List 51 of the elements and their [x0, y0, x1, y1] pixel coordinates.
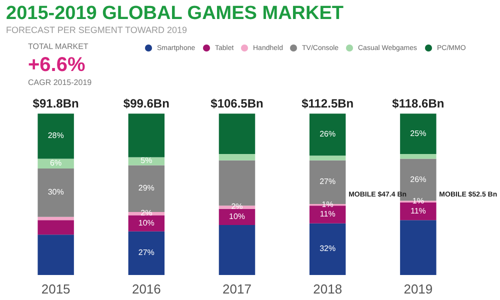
data-label: 5% [140, 156, 152, 166]
bar [38, 168, 74, 217]
bar [128, 114, 165, 158]
bar [218, 154, 256, 160]
x-tick-label: 2019 [404, 282, 433, 296]
x-tick-label: 2017 [222, 282, 252, 296]
data-label: 30% [48, 188, 64, 197]
chart-subtitle: FORECAST PER SEGMENT TOWARD 2019 [6, 25, 188, 35]
bar [400, 154, 436, 159]
bar [38, 234, 74, 275]
bar [218, 224, 256, 275]
data-label: 10% [228, 212, 246, 221]
data-label: 27% [138, 248, 154, 258]
data-label: 11% [320, 209, 336, 218]
bar [309, 114, 346, 156]
text: +6.6% [28, 54, 86, 76]
annotation: $99.6Bn [123, 96, 170, 111]
bar [400, 220, 436, 275]
data-label: 25% [410, 128, 426, 138]
data-label: 11% [410, 206, 426, 216]
bar [218, 114, 256, 154]
bar [38, 114, 74, 159]
data-label: 32% [320, 244, 336, 254]
x-tick-label: 2018 [313, 282, 342, 296]
bar [309, 206, 346, 224]
annotation: $91.8Bn [32, 96, 79, 111]
x-tick-label: 2015 [41, 282, 70, 296]
text: CAGR 2015-2019 [28, 78, 92, 87]
bar [400, 114, 436, 154]
annotation: $112.5Bn [302, 96, 354, 111]
data-label: 10% [138, 218, 154, 228]
data-label: 1% [412, 196, 424, 206]
data-label: 29% [138, 184, 154, 193]
bar [38, 216, 74, 220]
data-label: 28% [48, 131, 64, 140]
data-label: 26% [320, 130, 336, 139]
bar [38, 220, 74, 235]
bar [128, 215, 165, 232]
annotation: $118.6Bn [392, 96, 444, 111]
text: TOTAL MARKET [28, 42, 88, 51]
bar [128, 157, 165, 166]
data-label: 6% [50, 158, 62, 168]
x-tick-label: 2016 [132, 282, 161, 296]
bar [128, 231, 165, 275]
data-label: 27% [320, 177, 336, 186]
annotation: $106.5Bn [210, 96, 264, 111]
data-label: 26% [410, 174, 426, 184]
bar [309, 156, 346, 160]
bar [400, 202, 436, 220]
bar [309, 223, 346, 275]
chart-title: 2015-2019 GLOBAL GAMES MARKET [6, 3, 344, 24]
